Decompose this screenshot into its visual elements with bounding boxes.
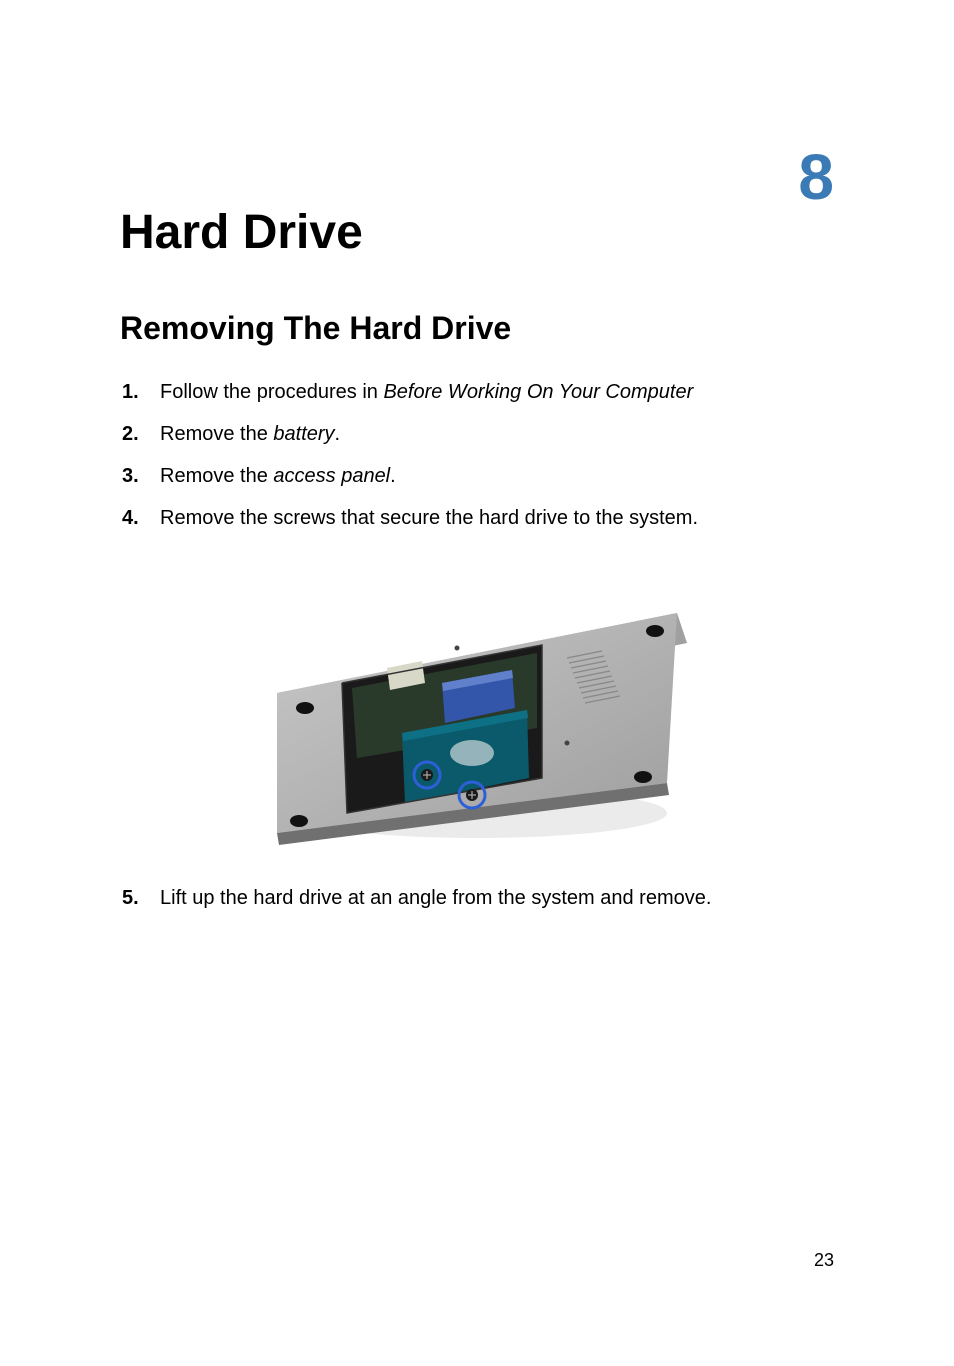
list-item: 3. Remove the access panel. — [120, 461, 834, 491]
chassis-screw — [455, 646, 460, 651]
list-number: 1. — [120, 377, 160, 407]
list-text: Remove the access panel. — [160, 461, 834, 491]
list-number: 5. — [120, 883, 160, 913]
step-text-prefix: Remove the — [160, 465, 273, 487]
list-number: 4. — [120, 503, 160, 533]
chassis-screw — [565, 741, 570, 746]
step-text-italic: access panel — [273, 465, 390, 487]
rubber-foot — [634, 771, 652, 783]
list-item: 2. Remove the battery. — [120, 419, 834, 449]
list-text: Lift up the hard drive at an angle from … — [160, 883, 834, 913]
rubber-foot — [646, 625, 664, 637]
step-text-suffix: . — [390, 465, 396, 487]
step-text-prefix: Lift up the hard drive at an angle from … — [160, 887, 711, 909]
list-item: 4. Remove the screws that secure the har… — [120, 503, 834, 533]
list-text: Remove the screws that secure the hard d… — [160, 503, 834, 533]
page-container: 8 Hard Drive Removing The Hard Drive 1. … — [0, 0, 954, 1366]
list-item: 5. Lift up the hard drive at an angle fr… — [120, 883, 834, 913]
step-text-prefix: Follow the procedures in — [160, 381, 383, 403]
list-number: 3. — [120, 461, 160, 491]
page-number: 23 — [814, 1250, 834, 1271]
chapter-number: 8 — [798, 140, 834, 214]
laptop-hard-drive-figure — [247, 553, 707, 853]
procedure-list: 1. Follow the procedures in Before Worki… — [120, 377, 834, 533]
list-item: 1. Follow the procedures in Before Worki… — [120, 377, 834, 407]
rubber-foot — [296, 702, 314, 714]
list-number: 2. — [120, 419, 160, 449]
step-text-prefix: Remove the screws that secure the hard d… — [160, 507, 698, 529]
section-title: Removing The Hard Drive — [120, 310, 834, 347]
chapter-title: Hard Drive — [120, 205, 834, 260]
step-text-prefix: Remove the — [160, 423, 273, 445]
step-text-suffix: . — [335, 423, 341, 445]
step-text-italic: Before Working On Your Computer — [383, 381, 693, 403]
list-text: Remove the battery. — [160, 419, 834, 449]
rubber-foot — [290, 815, 308, 827]
figure-container — [120, 553, 834, 853]
hdd-label — [450, 740, 494, 766]
list-text: Follow the procedures in Before Working … — [160, 377, 834, 407]
procedure-list-continued: 5. Lift up the hard drive at an angle fr… — [120, 883, 834, 913]
step-text-italic: battery — [273, 423, 334, 445]
